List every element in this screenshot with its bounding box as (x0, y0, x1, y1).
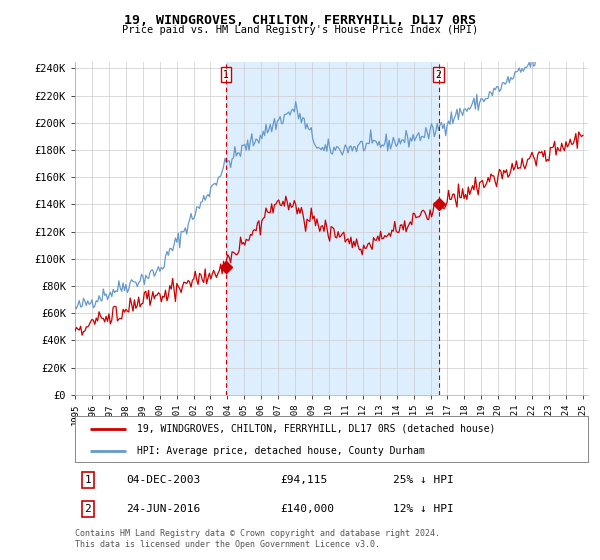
Bar (226, 62, 439, 395)
Text: 12% ↓ HPI: 12% ↓ HPI (393, 504, 454, 514)
Text: 24-JUN-2016: 24-JUN-2016 (127, 504, 200, 514)
Text: Contains HM Land Registry data © Crown copyright and database right 2024.
This d: Contains HM Land Registry data © Crown c… (75, 529, 440, 549)
Text: £94,115: £94,115 (280, 475, 328, 485)
Text: 1: 1 (85, 475, 91, 485)
Text: 19, WINDGROVES, CHILTON, FERRYHILL, DL17 0RS: 19, WINDGROVES, CHILTON, FERRYHILL, DL17… (124, 14, 476, 27)
Text: 19, WINDGROVES, CHILTON, FERRYHILL, DL17 0RS (detached house): 19, WINDGROVES, CHILTON, FERRYHILL, DL17… (137, 424, 495, 434)
Text: 04-DEC-2003: 04-DEC-2003 (127, 475, 200, 485)
Text: Price paid vs. HM Land Registry's House Price Index (HPI): Price paid vs. HM Land Registry's House … (122, 25, 478, 35)
Text: HPI: Average price, detached house, County Durham: HPI: Average price, detached house, Coun… (137, 446, 424, 455)
Text: 1: 1 (223, 70, 229, 80)
Text: 2: 2 (85, 504, 91, 514)
Text: £140,000: £140,000 (280, 504, 334, 514)
Text: 2: 2 (436, 70, 442, 80)
Text: 25% ↓ HPI: 25% ↓ HPI (393, 475, 454, 485)
